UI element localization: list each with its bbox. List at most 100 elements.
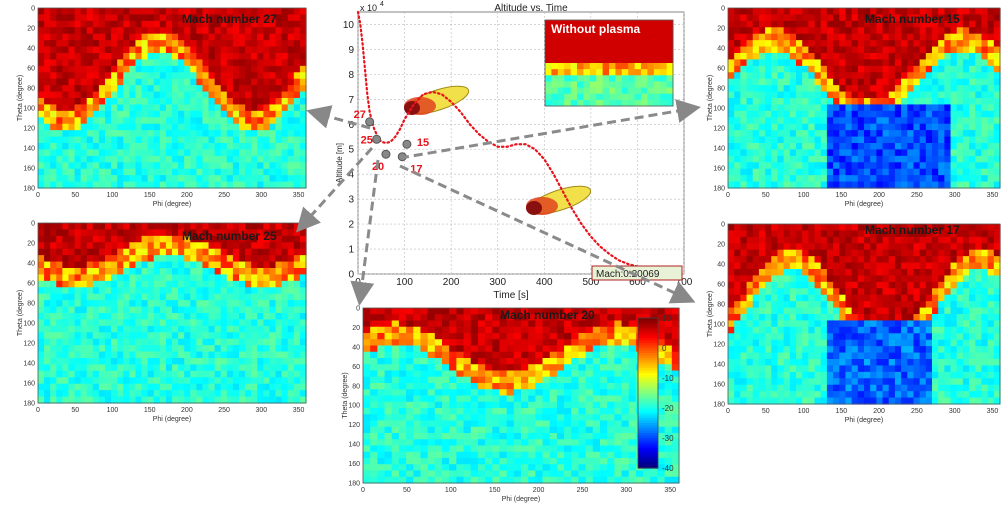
map-y-tick: 20: [27, 241, 35, 248]
heatmap-cell: [92, 396, 100, 404]
heatmap-cell: [758, 72, 766, 80]
heatmap-cell: [153, 396, 161, 404]
heatmap-cell: [196, 242, 204, 250]
heatmap-cell: [734, 168, 741, 176]
heatmap-cell: [975, 20, 983, 28]
heatmap-cell: [851, 117, 859, 125]
heatmap-cell: [178, 396, 185, 404]
heatmap-cell: [239, 268, 246, 276]
heatmap-cell: [671, 470, 680, 478]
heatmap-cell: [752, 27, 760, 35]
heatmap-cell: [245, 59, 252, 67]
heatmap-cell: [202, 248, 210, 256]
heatmap-cell: [141, 46, 149, 54]
map-y-tick: 40: [27, 46, 35, 53]
heatmap-cell: [894, 168, 902, 176]
heatmap-cell: [492, 376, 501, 384]
heatmap-cell: [456, 308, 465, 315]
heatmap-cell: [232, 390, 240, 398]
heatmap-cell: [232, 248, 240, 256]
heatmap-cell: [950, 8, 958, 16]
heatmap-cell: [251, 136, 258, 144]
heatmap-cell: [202, 117, 210, 125]
heatmap-cell: [839, 117, 847, 125]
heatmap-cell: [92, 255, 100, 263]
heatmap-cell: [427, 389, 436, 397]
heatmap-cell: [38, 229, 45, 237]
heatmap-cell: [919, 53, 927, 61]
heatmap-cell: [117, 313, 124, 321]
heatmap-cell: [44, 345, 51, 353]
heatmap-cell: [384, 314, 393, 322]
heatmap-cell: [190, 149, 197, 157]
heatmap-cell: [98, 168, 106, 176]
heatmap-cell: [251, 91, 258, 99]
heatmap-cell: [657, 339, 666, 347]
heatmap-cell: [628, 401, 637, 409]
heatmap-cell: [251, 300, 258, 308]
heatmap-cell: [111, 98, 118, 106]
heatmap-cell: [528, 476, 536, 484]
heatmap-cell: [740, 8, 748, 16]
heatmap-cell: [485, 345, 493, 353]
heatmap-cell: [944, 136, 952, 144]
heatmap-cell: [135, 130, 143, 138]
heatmap-cell: [528, 376, 536, 384]
heatmap-cell: [826, 78, 834, 86]
heatmap-cell: [944, 27, 952, 35]
heatmap-cell: [62, 168, 70, 176]
heatmap-cell: [129, 287, 137, 295]
heatmap-cell: [734, 162, 741, 170]
heatmap-cell: [80, 293, 88, 301]
heatmap-cell: [771, 27, 779, 35]
heatmap-cell: [190, 313, 197, 321]
heatmap-cell: [147, 268, 155, 276]
heatmap-cell: [535, 470, 544, 478]
heatmap-cell: [956, 136, 964, 144]
heatmap-cell: [993, 46, 1001, 54]
heatmap-cell: [814, 136, 822, 144]
heatmap-cell: [153, 104, 161, 112]
heatmap-cell: [477, 383, 486, 390]
heatmap-cell: [833, 143, 840, 151]
heatmap-cell: [740, 117, 748, 125]
heatmap-cell: [263, 396, 271, 404]
heatmap-cell: [86, 242, 94, 250]
heatmap-cell: [50, 396, 57, 404]
heatmap-cell: [299, 53, 307, 61]
heatmap-cell: [969, 149, 976, 157]
heatmap-cell: [962, 46, 970, 54]
heatmap-cell: [888, 46, 896, 54]
heatmap-cell: [214, 59, 222, 67]
heatmap-cell: [607, 364, 615, 372]
heatmap-cell: [68, 40, 76, 48]
heatmap-cell: [153, 14, 161, 22]
heatmap-cell: [62, 345, 70, 353]
heatmap-cell: [80, 351, 88, 359]
heatmap-cell: [845, 110, 853, 118]
heatmap-cell: [783, 65, 791, 73]
heatmap-cell: [208, 377, 216, 385]
heatmap-cell: [293, 33, 301, 41]
heatmap-cell: [363, 439, 371, 447]
heatmap-cell: [178, 293, 185, 301]
heatmap-cell: [449, 339, 457, 347]
heatmap-cell: [196, 91, 204, 99]
heatmap-cell: [239, 91, 246, 99]
heatmap-cell: [80, 175, 88, 183]
heatmap-cell: [263, 175, 271, 183]
heatmap-cell: [740, 162, 748, 170]
heatmap-cell: [377, 439, 386, 447]
heatmap-cell: [214, 91, 222, 99]
heatmap-cell: [44, 319, 51, 327]
heatmap-cell: [845, 104, 853, 112]
heatmap-cell: [814, 123, 822, 131]
heatmap-cell: [789, 104, 797, 112]
heatmap-cell: [746, 143, 754, 151]
heatmap-cell: [962, 110, 970, 118]
heatmap-cell: [870, 149, 877, 157]
heatmap-cell: [993, 117, 1001, 125]
heatmap-cell: [220, 149, 228, 157]
heatmap-cell: [470, 451, 479, 459]
heatmap-cell: [202, 65, 210, 73]
